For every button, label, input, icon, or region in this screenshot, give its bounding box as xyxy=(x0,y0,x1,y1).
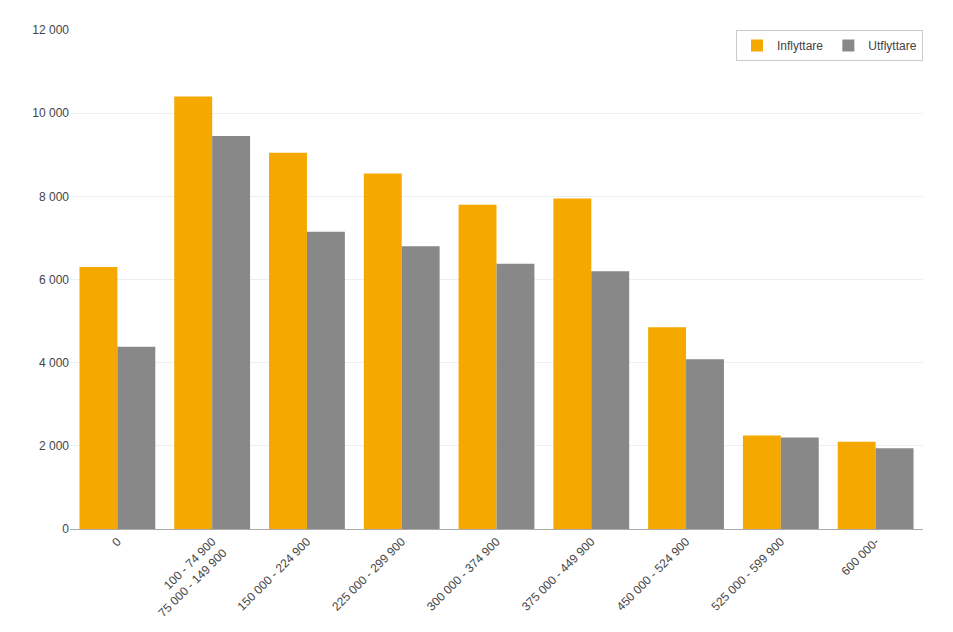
svg-text:600 000-: 600 000- xyxy=(839,535,882,578)
svg-text:225 000 - 299 900: 225 000 - 299 900 xyxy=(329,535,408,614)
svg-text:4 000: 4 000 xyxy=(39,356,69,370)
svg-text:Inflyttare: Inflyttare xyxy=(777,39,823,53)
svg-text:0: 0 xyxy=(109,535,124,550)
svg-text:12 000: 12 000 xyxy=(32,23,69,37)
svg-text:450 000 - 524 900: 450 000 - 524 900 xyxy=(614,535,693,614)
svg-text:150 000 - 224 900: 150 000 - 224 900 xyxy=(235,535,314,614)
svg-text:8 000: 8 000 xyxy=(39,190,69,204)
svg-text:10 000: 10 000 xyxy=(32,106,69,120)
svg-text:525 000 - 599 900: 525 000 - 599 900 xyxy=(708,535,787,614)
svg-text:2 000: 2 000 xyxy=(39,439,69,453)
svg-text:375 000 - 449 900: 375 000 - 449 900 xyxy=(519,535,598,614)
svg-text:6 000: 6 000 xyxy=(39,273,69,287)
svg-text:Utflyttare: Utflyttare xyxy=(868,39,916,53)
svg-text:100 - 74 90075 000 - 149 900: 100 - 74 90075 000 - 149 900 xyxy=(144,535,229,620)
svg-text:0: 0 xyxy=(62,522,69,536)
svg-text:300 000 - 374 900: 300 000 - 374 900 xyxy=(424,535,503,614)
